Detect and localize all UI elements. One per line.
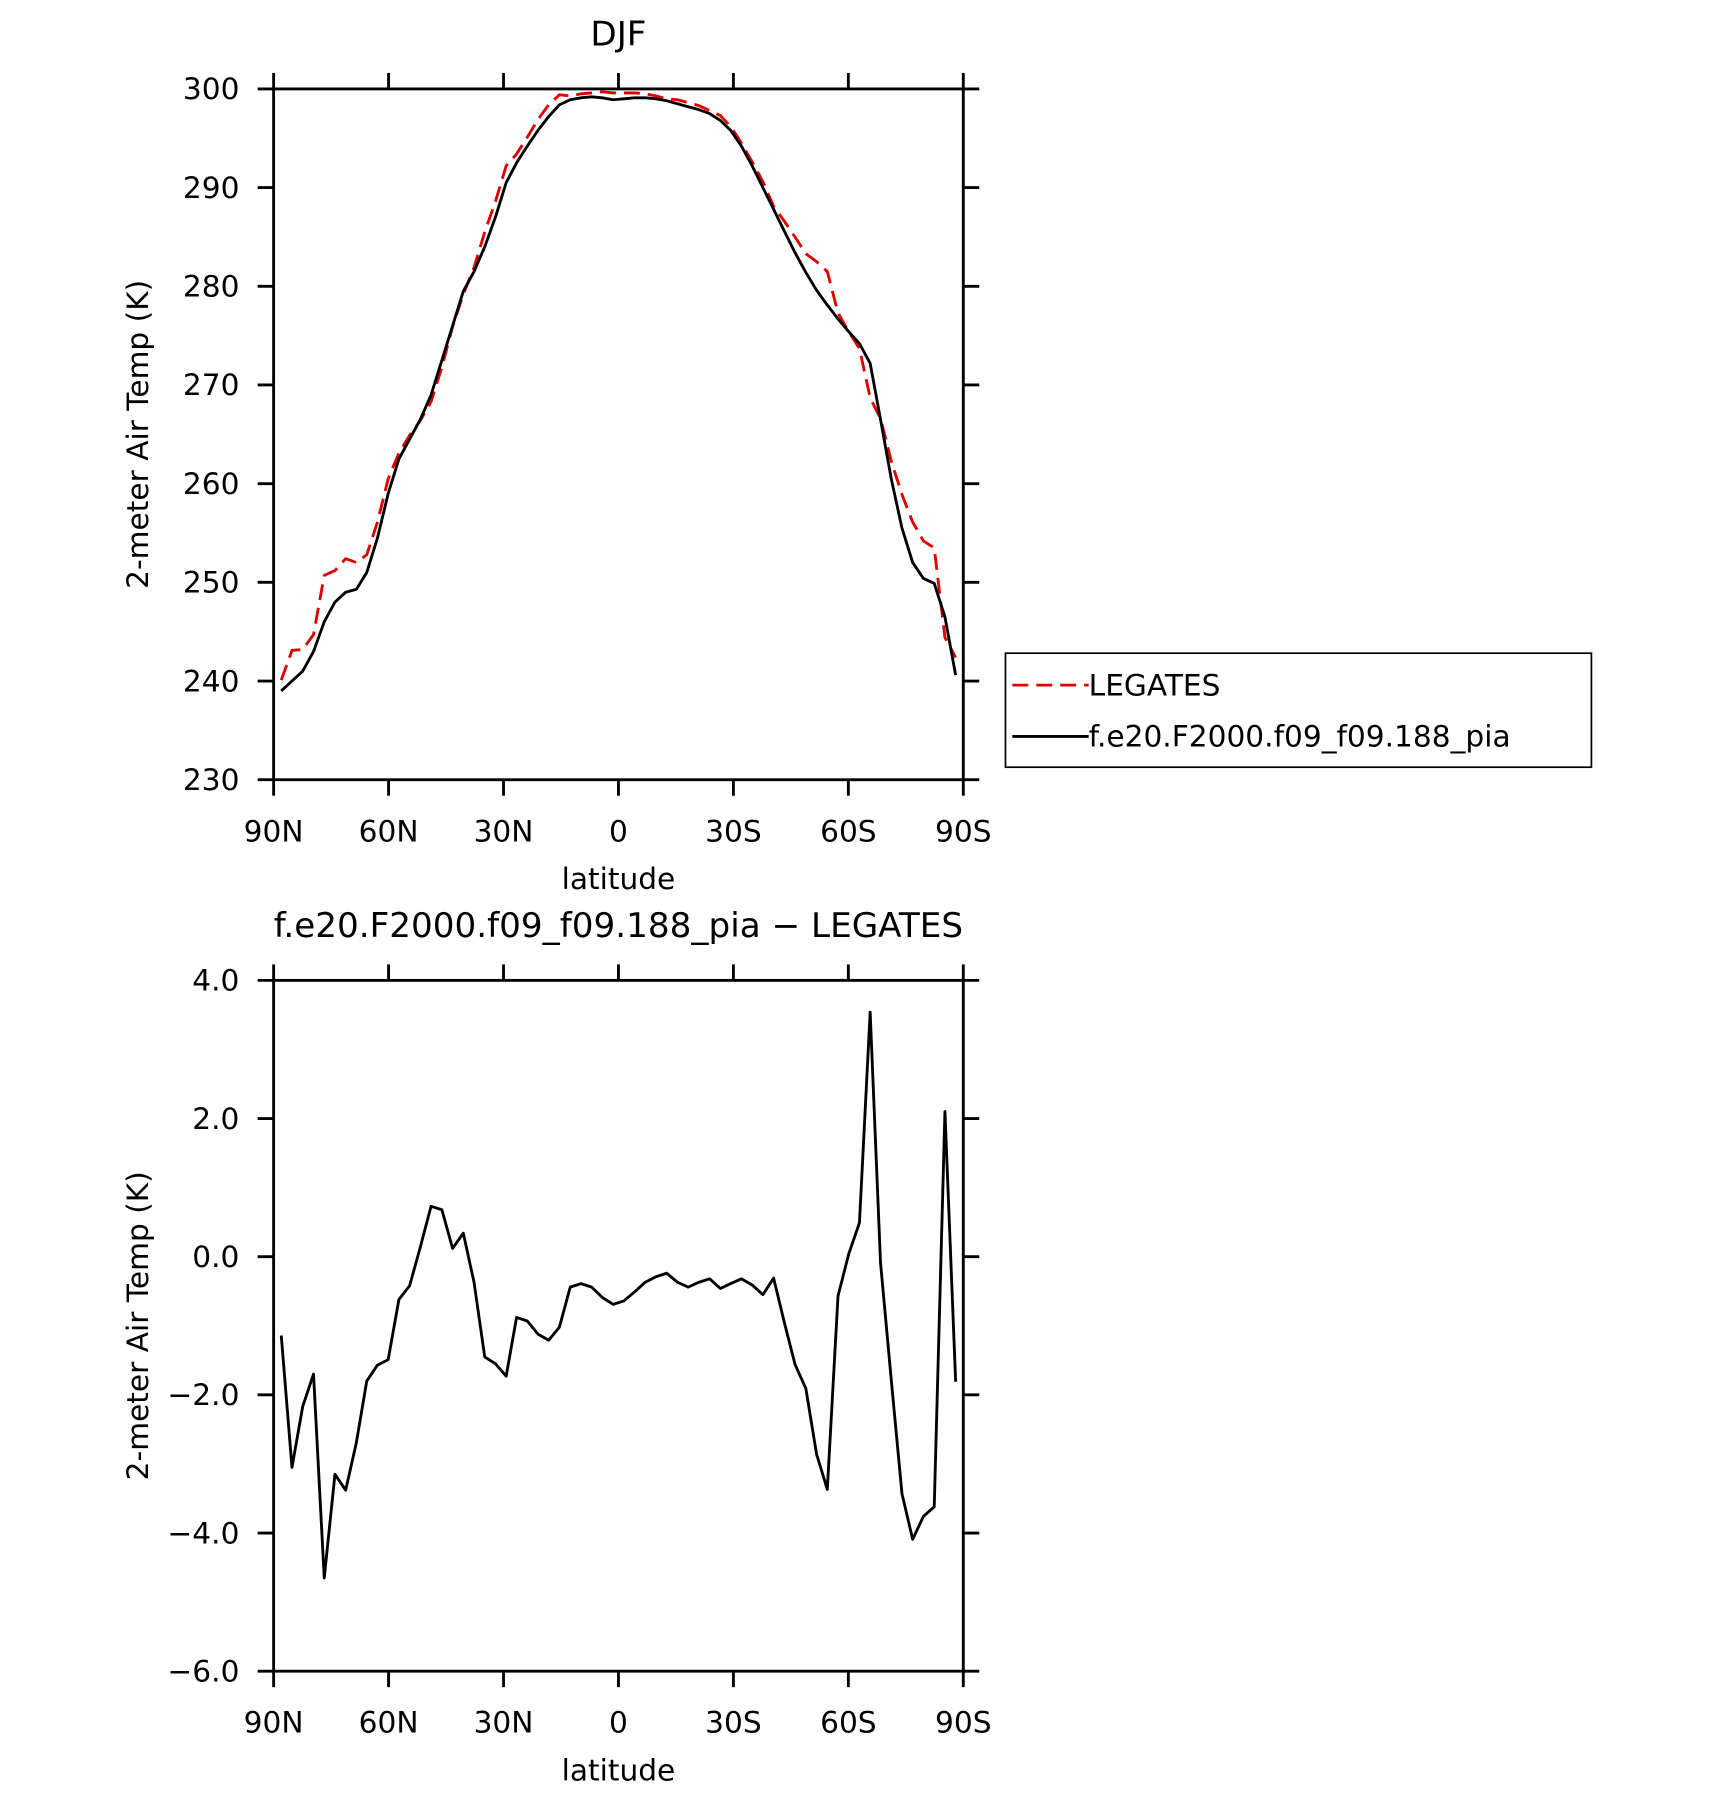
x-tick-label: 0 (609, 813, 628, 848)
y-axis-label: 2-meter Air Temp (K) (120, 280, 155, 589)
x-tick-label: 60S (820, 1705, 877, 1740)
y-tick-label: −4.0 (167, 1515, 239, 1550)
legend-label: f.e20.F2000.f09_f09.188_pia (1089, 719, 1511, 754)
chart-title: DJF (590, 15, 646, 55)
legend-label: LEGATES (1089, 667, 1221, 702)
x-tick-label: 30S (705, 813, 762, 848)
chart-title: f.e20.F2000.f09_f09.188_pia − LEGATES (274, 906, 963, 946)
y-tick-label: 280 (183, 269, 240, 304)
data-line (279, 90, 957, 681)
data-line (279, 1010, 958, 1580)
x-tick-label: 90N (244, 1705, 304, 1740)
x-tick-label: 30N (474, 1705, 534, 1740)
data-line (280, 95, 958, 692)
y-tick-label: 4.0 (192, 963, 239, 998)
x-tick-label: 60N (359, 1705, 419, 1740)
x-tick-label: 90S (935, 1705, 992, 1740)
y-tick-label: 250 (183, 565, 240, 600)
y-tick-label: 230 (183, 762, 240, 797)
x-tick-label: 90N (244, 813, 304, 848)
y-tick-label: 300 (183, 71, 240, 106)
x-tick-label: 60N (359, 813, 419, 848)
x-tick-label: 60S (820, 813, 877, 848)
y-tick-label: 270 (183, 367, 240, 402)
plot-frame (272, 87, 965, 782)
x-tick-label: 0 (609, 1705, 628, 1740)
x-axis-label: latitude (562, 861, 676, 896)
y-tick-label: −6.0 (167, 1653, 239, 1688)
y-tick-label: 290 (183, 170, 240, 205)
legend-box (1004, 652, 1593, 769)
plot-frame (272, 978, 965, 1673)
x-tick-label: 30N (474, 813, 534, 848)
y-tick-label: 240 (183, 663, 240, 698)
y-tick-label: 0.0 (192, 1239, 239, 1274)
x-tick-label: 90S (935, 813, 992, 848)
y-tick-label: 2.0 (192, 1101, 239, 1136)
x-axis-label: latitude (562, 1753, 676, 1788)
y-tick-label: −2.0 (167, 1377, 239, 1412)
x-tick-label: 30S (705, 1705, 762, 1740)
y-axis-label: 2-meter Air Temp (K) (120, 1171, 155, 1480)
y-tick-label: 260 (183, 466, 240, 501)
